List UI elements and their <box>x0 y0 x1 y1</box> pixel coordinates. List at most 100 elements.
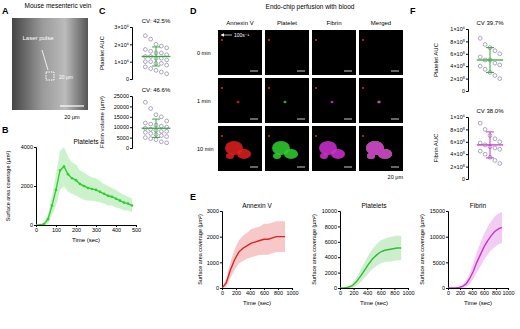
tick-mark <box>338 257 340 258</box>
point <box>75 179 78 182</box>
point <box>143 65 147 69</box>
scale-bar <box>344 71 352 72</box>
tick: 200 <box>72 225 81 233</box>
tick-mark <box>34 147 36 148</box>
signal <box>331 149 345 159</box>
tick-label: 200 <box>456 290 465 296</box>
tick-label: 4×10⁵ <box>450 151 465 157</box>
point <box>143 131 147 135</box>
error-cap <box>152 119 160 120</box>
series-line <box>340 248 401 288</box>
tick-label: 4000 <box>325 254 337 260</box>
axis-title: Surface area coverage (μm²) <box>419 214 425 285</box>
signal <box>273 153 281 159</box>
point <box>143 60 147 64</box>
fiducial <box>315 87 317 89</box>
series-line <box>36 167 132 226</box>
axis-title: Surface area coverage (μm²) <box>311 214 317 285</box>
error-cap <box>152 46 160 47</box>
point <box>498 147 502 151</box>
tick: 100 <box>52 225 61 233</box>
label: Annexin V <box>226 20 253 26</box>
plot-area <box>448 212 502 288</box>
signal <box>378 101 381 103</box>
tick: 500 <box>132 225 141 233</box>
strip-chart: 02×10⁵4×10⁵6×10⁵8×10⁵1×10⁶CV 39.7%Platel… <box>433 20 504 94</box>
point <box>154 138 158 142</box>
point <box>165 129 169 133</box>
arrow <box>42 50 48 70</box>
tick-mark <box>466 129 468 130</box>
label: 20 μm <box>64 114 80 120</box>
tick: 200 <box>456 288 465 296</box>
tick-mark <box>446 237 448 238</box>
tick: 6×10⁵ <box>450 51 468 57</box>
panel-letter: B <box>2 125 9 135</box>
micrograph <box>265 78 309 123</box>
signal <box>378 149 392 159</box>
tick: 0 <box>216 285 222 291</box>
tick-mark <box>130 127 132 128</box>
error-band <box>340 236 401 288</box>
point <box>103 193 106 196</box>
tick-mark <box>466 41 468 42</box>
tick: 400 <box>112 225 121 233</box>
tick-label: 300 <box>92 227 101 233</box>
tick-label: 8×10⁵ <box>450 127 465 133</box>
tick: 4×10⁵ <box>450 151 468 157</box>
fiducial <box>362 135 364 137</box>
point <box>71 177 74 180</box>
micrograph <box>312 78 356 123</box>
axis-line <box>130 97 133 149</box>
axis-title: Surface area coverage (μm²) <box>197 214 203 285</box>
tick: 4000 <box>325 254 340 260</box>
tick-label: 400 <box>112 227 121 233</box>
tick: 0 <box>339 288 342 296</box>
error-bar <box>490 132 491 158</box>
panel-letter: D <box>190 6 197 16</box>
tick: 2×10⁶ <box>114 42 132 48</box>
point <box>149 67 153 71</box>
axis-line <box>466 30 469 92</box>
point <box>493 137 497 141</box>
tick: 1×10⁶ <box>450 114 468 120</box>
tick-mark <box>466 142 468 143</box>
point <box>493 74 497 78</box>
tick-mark <box>34 186 36 187</box>
tick-label: 1×10⁶ <box>450 26 465 32</box>
tick: 800 <box>274 288 283 296</box>
tick-mark <box>338 273 340 274</box>
tick-mark <box>130 138 132 139</box>
error-cap <box>486 47 494 48</box>
point <box>483 128 487 132</box>
panel-letter: F <box>410 6 416 16</box>
tick-label: 10000 <box>430 234 445 240</box>
tick-label: 500 <box>132 227 141 233</box>
point <box>143 100 147 104</box>
tick-mark <box>338 288 340 289</box>
point <box>115 197 118 200</box>
axis: 01×10⁶2×10⁶3×10⁶ <box>114 24 132 82</box>
axis-title: Fibrin AUC <box>433 133 439 163</box>
point <box>149 60 153 64</box>
axis: 050001000015000 <box>430 208 449 291</box>
micrograph <box>359 78 403 123</box>
error-cap <box>486 131 494 132</box>
point <box>59 169 62 172</box>
tick: 1×10⁶ <box>114 59 132 65</box>
axis: 02×10⁵4×10⁵6×10⁵8×10⁵1×10⁶ <box>450 26 468 94</box>
point <box>159 62 163 66</box>
axis: 020004000 <box>21 144 37 228</box>
tick-label: 400 <box>363 290 372 296</box>
micrograph <box>312 30 356 75</box>
error-band <box>448 212 502 288</box>
point <box>99 191 102 194</box>
line-chart: 02004006008001000050001000015000FibrinTi… <box>419 202 515 306</box>
point <box>165 141 169 145</box>
tick-label: 400 <box>246 290 255 296</box>
point <box>143 48 147 52</box>
scale-bar <box>344 119 352 120</box>
chart-title: Fibrin <box>470 202 487 209</box>
point <box>165 72 169 76</box>
point <box>478 121 482 125</box>
